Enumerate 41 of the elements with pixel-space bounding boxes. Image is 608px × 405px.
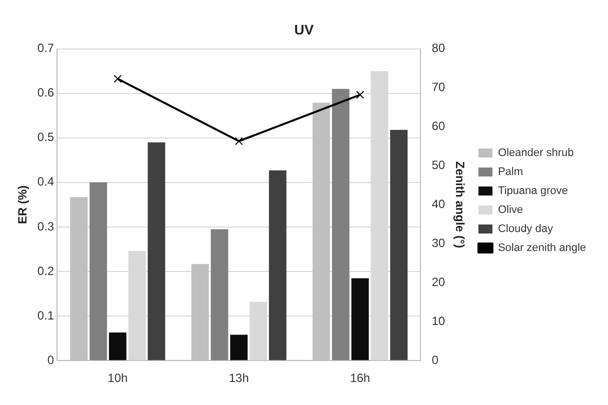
bar	[390, 130, 408, 360]
y-tick-label: 0.2	[37, 264, 54, 278]
y2-tick-label: 20	[432, 274, 446, 289]
legend-label: Olive	[498, 204, 524, 216]
bar	[90, 182, 108, 360]
x-tick-label: 13h	[228, 371, 249, 386]
y2-tick-label: 10	[432, 314, 446, 328]
chart-title: UV	[294, 21, 314, 38]
y2-tick-label: 60	[432, 119, 446, 134]
y-tick-label: 0.5	[37, 130, 54, 144]
bar	[108, 332, 126, 360]
y-tick-label: 0	[47, 352, 54, 367]
legend-label: Oleander shrub	[498, 147, 574, 160]
bar	[210, 229, 228, 360]
y2-tick-label: 30	[432, 236, 446, 250]
y2-tick-label: 0	[432, 352, 439, 367]
bar	[351, 278, 369, 360]
x-tick-label: 10h	[108, 371, 128, 386]
bar	[332, 88, 350, 360]
x-tick-label: 16h	[350, 371, 370, 386]
y-tick-label: 0.6	[37, 86, 54, 100]
legend-label: Tipuana grove	[498, 185, 568, 198]
y2-tick-label: 80	[432, 41, 446, 56]
bar	[148, 142, 166, 360]
legend-label: Cloudy day	[498, 223, 554, 236]
y-tick-label: 0.3	[37, 219, 54, 234]
y-tick-label: 0.7	[37, 41, 54, 56]
bar	[268, 170, 286, 360]
legend-label: Solar zenith angle	[498, 242, 586, 254]
legend-label: Palm	[498, 166, 524, 178]
y2-axis-title: Zenith angle (°)	[452, 161, 467, 248]
y2-tick-label: 50	[432, 158, 446, 172]
y2-tick-label: 40	[432, 197, 446, 212]
y-axis-title: ER (%)	[16, 185, 30, 224]
y-tick-label: 0.4	[37, 174, 54, 189]
y2-tick-label: 70	[432, 80, 446, 94]
point	[114, 74, 122, 83]
point	[234, 137, 243, 146]
bar	[230, 334, 248, 360]
y-tick-label: 0.1	[37, 308, 54, 322]
point	[356, 90, 364, 99]
